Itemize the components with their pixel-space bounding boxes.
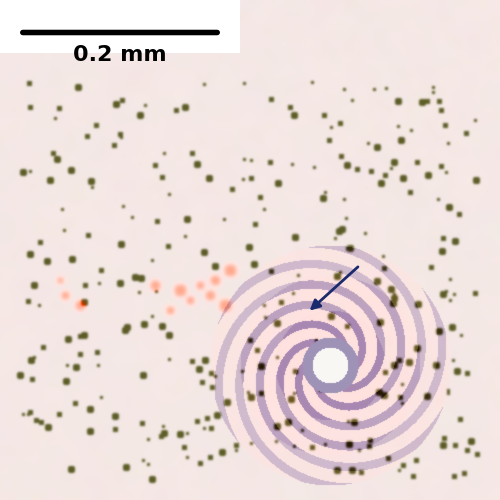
- Text: 0.2 mm: 0.2 mm: [73, 45, 167, 65]
- FancyBboxPatch shape: [0, 0, 240, 52]
